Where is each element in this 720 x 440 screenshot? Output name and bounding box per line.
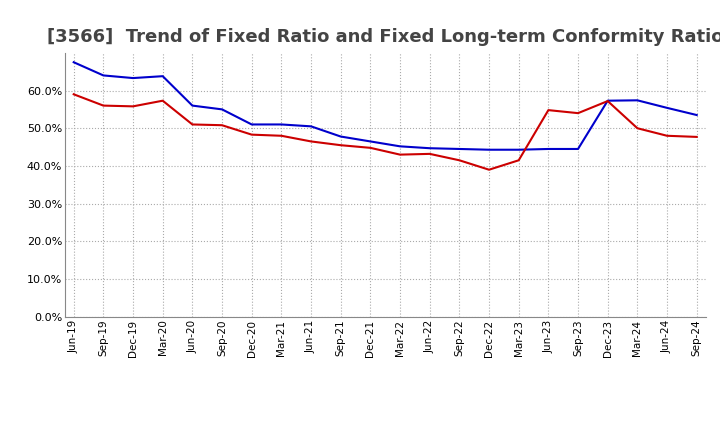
Fixed Long-term Conformity Ratio	[455, 158, 464, 163]
Fixed Long-term Conformity Ratio	[307, 139, 315, 144]
Fixed Long-term Conformity Ratio	[217, 123, 226, 128]
Fixed Ratio	[248, 122, 256, 127]
Fixed Ratio	[662, 105, 671, 110]
Fixed Long-term Conformity Ratio	[248, 132, 256, 137]
Fixed Ratio	[188, 103, 197, 108]
Fixed Long-term Conformity Ratio	[662, 133, 671, 139]
Fixed Long-term Conformity Ratio	[366, 145, 374, 150]
Fixed Long-term Conformity Ratio	[336, 143, 345, 148]
Fixed Ratio	[426, 146, 434, 151]
Fixed Long-term Conformity Ratio	[69, 92, 78, 97]
Fixed Long-term Conformity Ratio	[693, 134, 701, 139]
Fixed Ratio	[396, 144, 405, 149]
Fixed Long-term Conformity Ratio	[485, 167, 493, 172]
Fixed Ratio	[99, 73, 108, 78]
Fixed Ratio	[544, 147, 553, 152]
Fixed Ratio	[129, 75, 138, 81]
Fixed Ratio	[307, 124, 315, 129]
Line: Fixed Long-term Conformity Ratio: Fixed Long-term Conformity Ratio	[73, 94, 697, 170]
Fixed Long-term Conformity Ratio	[129, 104, 138, 109]
Fixed Long-term Conformity Ratio	[277, 133, 286, 139]
Fixed Ratio	[336, 134, 345, 139]
Fixed Ratio	[633, 98, 642, 103]
Fixed Ratio	[366, 139, 374, 144]
Fixed Ratio	[455, 147, 464, 152]
Fixed Long-term Conformity Ratio	[426, 151, 434, 157]
Fixed Long-term Conformity Ratio	[99, 103, 108, 108]
Fixed Long-term Conformity Ratio	[574, 110, 582, 116]
Fixed Ratio	[603, 98, 612, 103]
Fixed Long-term Conformity Ratio	[514, 158, 523, 163]
Fixed Ratio	[485, 147, 493, 152]
Title: [3566]  Trend of Fixed Ratio and Fixed Long-term Conformity Ratio: [3566] Trend of Fixed Ratio and Fixed Lo…	[47, 28, 720, 46]
Fixed Ratio	[514, 147, 523, 152]
Fixed Long-term Conformity Ratio	[544, 107, 553, 113]
Fixed Long-term Conformity Ratio	[603, 99, 612, 104]
Fixed Ratio	[277, 122, 286, 127]
Fixed Long-term Conformity Ratio	[633, 125, 642, 131]
Line: Fixed Ratio: Fixed Ratio	[73, 62, 697, 150]
Fixed Long-term Conformity Ratio	[158, 98, 167, 103]
Fixed Ratio	[158, 73, 167, 79]
Fixed Ratio	[574, 147, 582, 152]
Fixed Long-term Conformity Ratio	[396, 152, 405, 157]
Fixed Ratio	[693, 112, 701, 117]
Fixed Long-term Conformity Ratio	[188, 122, 197, 127]
Fixed Ratio	[69, 59, 78, 65]
Fixed Ratio	[217, 107, 226, 112]
